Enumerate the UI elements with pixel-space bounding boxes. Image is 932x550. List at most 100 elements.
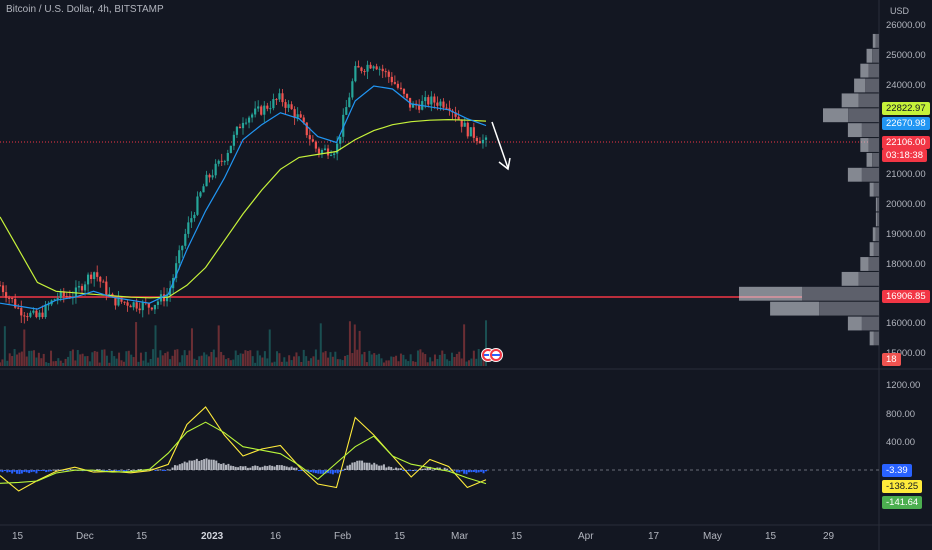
osc-hist-bar xyxy=(67,470,70,471)
osc-hist-bar xyxy=(227,463,230,470)
volume-profile-down xyxy=(819,301,879,316)
volume-bar xyxy=(416,350,419,366)
candle-body xyxy=(102,281,105,283)
candle-body xyxy=(126,302,129,306)
volume-bar xyxy=(47,362,50,366)
osc-hist-bar xyxy=(259,467,262,470)
candle-body xyxy=(302,117,305,123)
candle-body xyxy=(351,81,354,98)
candle-body xyxy=(384,71,387,73)
candle-body xyxy=(354,65,357,82)
volume-bar xyxy=(280,361,283,366)
osc-hist-bar xyxy=(193,460,196,470)
volume-profile-up xyxy=(869,331,874,346)
volume-profile-up xyxy=(770,301,820,316)
volume-profile-down xyxy=(873,242,879,257)
osc-hist-bar xyxy=(132,469,135,471)
osc-hist-bar xyxy=(203,459,206,470)
volume-bar xyxy=(81,353,84,366)
candle-body xyxy=(220,160,223,162)
osc-hist-bar xyxy=(242,466,244,470)
osc-hist-bar xyxy=(171,467,174,470)
osc-hist-bar xyxy=(399,468,402,470)
volume-profile-down xyxy=(848,108,879,123)
candle-body xyxy=(35,310,38,318)
candle-body xyxy=(296,114,299,118)
osc-hist-bar xyxy=(472,470,475,473)
osc-hist-bar xyxy=(142,470,145,472)
osc-hist-bar xyxy=(18,470,21,475)
candle-body xyxy=(150,307,153,310)
volume-bar xyxy=(217,325,220,366)
volume-bar xyxy=(426,362,429,366)
volume-bar xyxy=(8,353,11,366)
volume-bar xyxy=(331,356,334,366)
volume-bar xyxy=(419,349,422,366)
candle-body xyxy=(223,161,226,163)
osc-hist-bar xyxy=(96,469,99,471)
volume-bar xyxy=(54,361,57,366)
osc-hist-bar xyxy=(215,460,218,470)
candle-body xyxy=(305,122,308,136)
candle-body xyxy=(472,127,475,138)
candle-body xyxy=(229,145,232,153)
osc-hist-bar xyxy=(429,466,432,470)
symbol-title[interactable]: Bitcoin / U.S. Dollar, 4h, BITSTAMP xyxy=(6,4,164,15)
candle-body xyxy=(320,149,324,154)
candle-body xyxy=(405,93,409,98)
support-price-badge: 16906.85 xyxy=(882,290,930,303)
volume-bar xyxy=(57,358,60,366)
volume-bar xyxy=(429,357,432,366)
osc-hist-bar xyxy=(169,469,172,471)
osc-hist-bar xyxy=(312,470,315,473)
volume-bar xyxy=(6,360,9,366)
volume-bar xyxy=(183,350,186,366)
volume-profile-up xyxy=(866,152,873,167)
volume-bar xyxy=(278,353,281,366)
volume-bar xyxy=(222,355,225,366)
osc-hist-bar xyxy=(419,468,422,470)
osc-hist-bar xyxy=(385,467,388,470)
candle-body xyxy=(317,148,321,154)
us-flag-icon[interactable] xyxy=(489,348,503,362)
osc-hist-bar xyxy=(139,469,142,471)
osc-hist-bar xyxy=(137,469,140,471)
candle-body xyxy=(138,308,141,311)
candle-body xyxy=(448,108,451,111)
candle-body xyxy=(463,122,466,127)
osc-hist-bar xyxy=(159,469,162,471)
osc-hist-bar xyxy=(344,468,347,470)
osc-hist-bar xyxy=(249,467,252,470)
volume-bar xyxy=(351,353,354,366)
candle-body xyxy=(241,122,245,129)
volume-bar xyxy=(171,355,174,366)
candle-body xyxy=(62,291,65,297)
osc-hist-bar xyxy=(62,470,65,471)
volume-bar xyxy=(98,362,101,366)
volume-bar xyxy=(137,361,140,366)
down-arrow-drawing[interactable] xyxy=(491,121,511,171)
volume-profile-down xyxy=(861,167,879,182)
volume-bar xyxy=(378,353,381,366)
osc-hist-bar xyxy=(322,470,325,474)
candle-body xyxy=(83,284,87,291)
candle-body xyxy=(433,96,436,103)
volume-bar xyxy=(314,349,317,366)
osc-hist-bar xyxy=(463,470,466,474)
volume-bar xyxy=(193,358,196,366)
volume-bar xyxy=(11,356,14,366)
osc-hist-bar xyxy=(122,470,125,472)
volume-bar xyxy=(414,361,417,366)
osc-hist-bar xyxy=(234,466,237,470)
volume-bar xyxy=(283,357,286,366)
osc-hist-bar xyxy=(105,470,108,472)
volume-bar xyxy=(13,349,16,366)
osc-hist-bar xyxy=(446,468,449,470)
candle-body xyxy=(205,174,208,187)
volume-bar xyxy=(1,359,4,366)
volume-profile-up xyxy=(854,78,866,93)
volume-bar xyxy=(166,351,169,366)
volume-bar xyxy=(239,353,242,366)
